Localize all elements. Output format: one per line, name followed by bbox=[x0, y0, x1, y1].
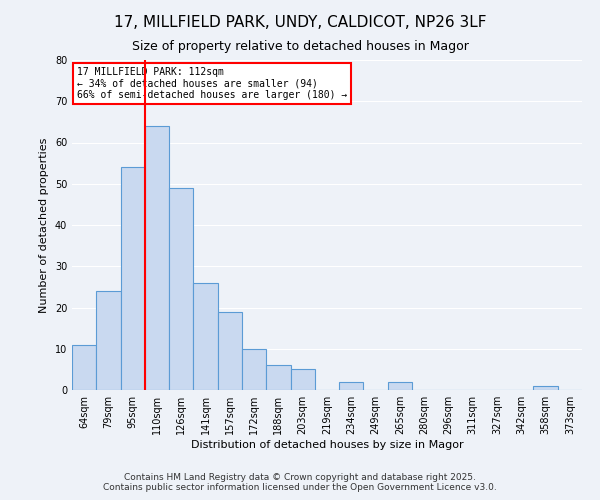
Bar bbox=[193, 283, 218, 390]
Bar bbox=[218, 312, 242, 390]
Bar bbox=[145, 126, 169, 390]
X-axis label: Distribution of detached houses by size in Magor: Distribution of detached houses by size … bbox=[191, 440, 463, 450]
Text: Size of property relative to detached houses in Magor: Size of property relative to detached ho… bbox=[131, 40, 469, 53]
Bar bbox=[339, 382, 364, 390]
Text: 17, MILLFIELD PARK, UNDY, CALDICOT, NP26 3LF: 17, MILLFIELD PARK, UNDY, CALDICOT, NP26… bbox=[114, 15, 486, 30]
Bar bbox=[169, 188, 193, 390]
Text: 17 MILLFIELD PARK: 112sqm
← 34% of detached houses are smaller (94)
66% of semi-: 17 MILLFIELD PARK: 112sqm ← 34% of detac… bbox=[77, 66, 347, 100]
Text: Contains HM Land Registry data © Crown copyright and database right 2025.
Contai: Contains HM Land Registry data © Crown c… bbox=[103, 473, 497, 492]
Bar bbox=[72, 344, 96, 390]
Bar bbox=[266, 365, 290, 390]
Bar bbox=[290, 370, 315, 390]
Bar bbox=[242, 349, 266, 390]
Bar bbox=[533, 386, 558, 390]
Y-axis label: Number of detached properties: Number of detached properties bbox=[39, 138, 49, 312]
Bar bbox=[388, 382, 412, 390]
Bar bbox=[96, 291, 121, 390]
Bar bbox=[121, 167, 145, 390]
